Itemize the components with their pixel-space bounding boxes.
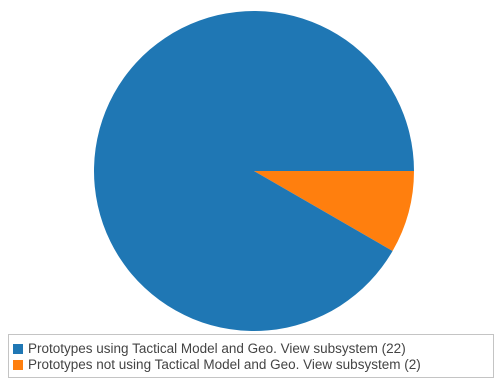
legend-swatch-not-using [13,360,23,370]
legend-swatch-using [13,344,23,354]
pie-slice-not-using [254,171,414,251]
legend-label-not-using: Prototypes not using Tactical Model and … [28,357,421,372]
chart-legend: Prototypes using Tactical Model and Geo.… [8,334,494,378]
pie-chart [93,10,414,331]
legend-item-not-using: Prototypes not using Tactical Model and … [13,357,493,373]
pie-slice-using [93,10,414,331]
legend-label-using: Prototypes using Tactical Model and Geo.… [28,341,406,356]
legend-item-using: Prototypes using Tactical Model and Geo.… [13,341,493,357]
